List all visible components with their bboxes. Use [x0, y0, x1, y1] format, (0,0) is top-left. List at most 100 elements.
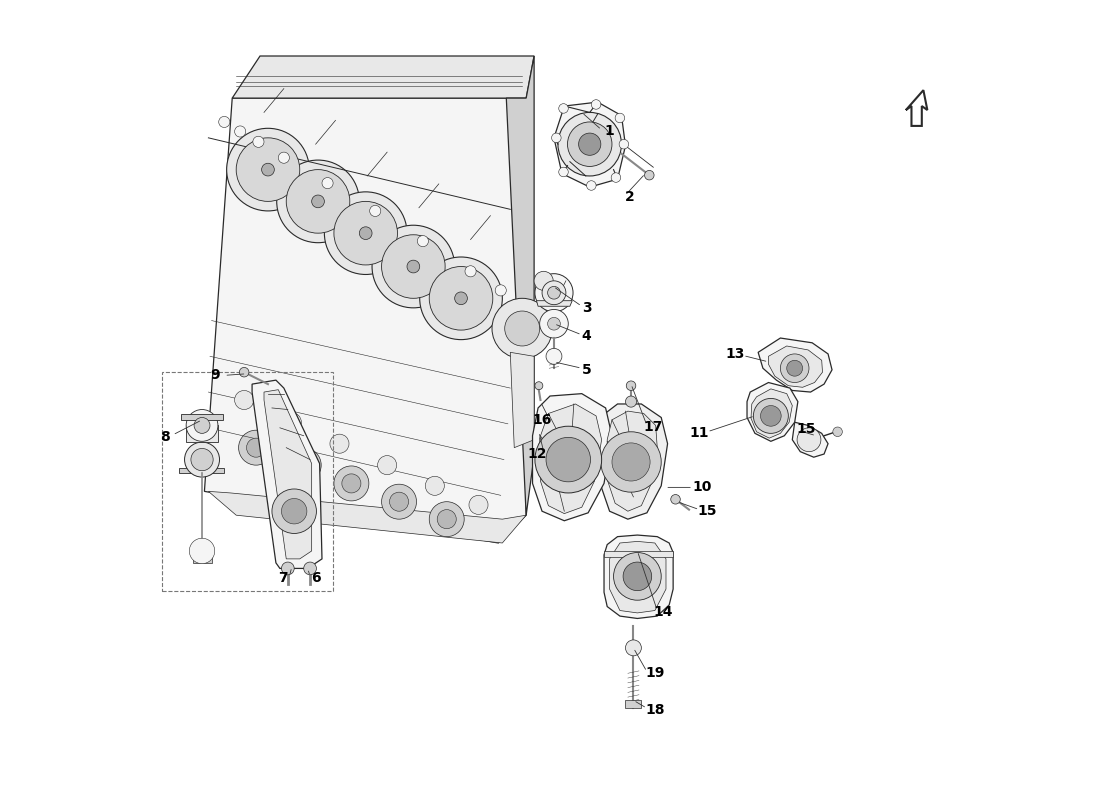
Polygon shape — [554, 102, 626, 187]
Circle shape — [535, 271, 553, 290]
Circle shape — [626, 381, 636, 390]
Polygon shape — [604, 551, 673, 558]
Polygon shape — [607, 411, 658, 511]
Circle shape — [833, 427, 843, 437]
Polygon shape — [205, 98, 526, 543]
Circle shape — [465, 266, 476, 277]
Circle shape — [189, 538, 214, 564]
Circle shape — [227, 128, 309, 211]
Polygon shape — [747, 382, 798, 442]
Circle shape — [407, 260, 420, 273]
Polygon shape — [252, 380, 322, 569]
Circle shape — [370, 206, 381, 217]
Circle shape — [334, 202, 397, 265]
Circle shape — [540, 310, 569, 338]
Circle shape — [601, 432, 661, 492]
Circle shape — [454, 292, 467, 305]
Polygon shape — [180, 414, 222, 420]
Circle shape — [239, 430, 274, 465]
Circle shape — [542, 281, 565, 305]
Circle shape — [535, 382, 543, 390]
Polygon shape — [540, 404, 602, 514]
Polygon shape — [179, 467, 224, 473]
Circle shape — [382, 484, 417, 519]
Circle shape — [282, 498, 307, 524]
Circle shape — [429, 502, 464, 537]
Polygon shape — [792, 422, 828, 457]
Text: 9: 9 — [210, 368, 220, 382]
Circle shape — [619, 139, 629, 149]
Circle shape — [592, 100, 601, 110]
Circle shape — [286, 448, 321, 482]
Circle shape — [191, 449, 213, 470]
Circle shape — [294, 456, 313, 474]
Text: 6: 6 — [311, 571, 321, 585]
Polygon shape — [232, 56, 535, 98]
Circle shape — [417, 235, 429, 246]
Text: 8: 8 — [160, 430, 169, 443]
Circle shape — [382, 234, 446, 298]
Polygon shape — [609, 542, 666, 613]
Circle shape — [614, 553, 661, 600]
Circle shape — [429, 266, 493, 330]
Circle shape — [186, 410, 218, 442]
Circle shape — [324, 192, 407, 274]
Circle shape — [535, 426, 602, 493]
Circle shape — [568, 122, 612, 166]
Circle shape — [185, 442, 220, 477]
Text: 18: 18 — [645, 703, 664, 717]
Circle shape — [282, 562, 294, 574]
Text: 15: 15 — [796, 422, 815, 435]
Circle shape — [798, 428, 821, 452]
Circle shape — [272, 489, 317, 534]
Circle shape — [330, 434, 349, 454]
Circle shape — [754, 398, 789, 434]
Circle shape — [623, 562, 651, 590]
Circle shape — [253, 136, 264, 147]
Circle shape — [780, 354, 808, 382]
Circle shape — [246, 438, 265, 457]
Circle shape — [420, 257, 503, 340]
Text: 11: 11 — [690, 426, 710, 440]
Circle shape — [586, 181, 596, 190]
Polygon shape — [601, 404, 668, 519]
Circle shape — [469, 495, 488, 514]
Text: 5: 5 — [582, 363, 592, 377]
Circle shape — [234, 390, 254, 410]
Circle shape — [612, 173, 620, 182]
Circle shape — [377, 456, 397, 474]
Circle shape — [505, 311, 540, 346]
Polygon shape — [186, 426, 218, 442]
Circle shape — [535, 274, 573, 312]
Polygon shape — [192, 555, 211, 563]
Circle shape — [671, 494, 680, 504]
Circle shape — [304, 562, 317, 574]
Circle shape — [342, 474, 361, 493]
Circle shape — [372, 226, 454, 308]
Polygon shape — [758, 338, 832, 392]
Circle shape — [546, 348, 562, 364]
Circle shape — [760, 406, 781, 426]
Circle shape — [495, 285, 506, 296]
Circle shape — [546, 438, 591, 482]
Circle shape — [283, 413, 301, 432]
Polygon shape — [537, 301, 572, 306]
Text: 1: 1 — [605, 125, 615, 138]
Circle shape — [492, 298, 552, 358]
Circle shape — [626, 396, 637, 407]
Circle shape — [548, 286, 560, 299]
Circle shape — [786, 360, 803, 376]
Circle shape — [360, 227, 372, 239]
Text: 16: 16 — [532, 413, 552, 427]
Circle shape — [559, 104, 569, 114]
Polygon shape — [604, 535, 673, 618]
Text: 17: 17 — [644, 420, 663, 434]
Circle shape — [286, 170, 350, 233]
Polygon shape — [626, 700, 641, 708]
Polygon shape — [510, 352, 535, 448]
Circle shape — [240, 367, 249, 377]
Circle shape — [558, 113, 622, 176]
Polygon shape — [906, 90, 927, 126]
Circle shape — [551, 133, 561, 142]
Circle shape — [389, 492, 408, 511]
